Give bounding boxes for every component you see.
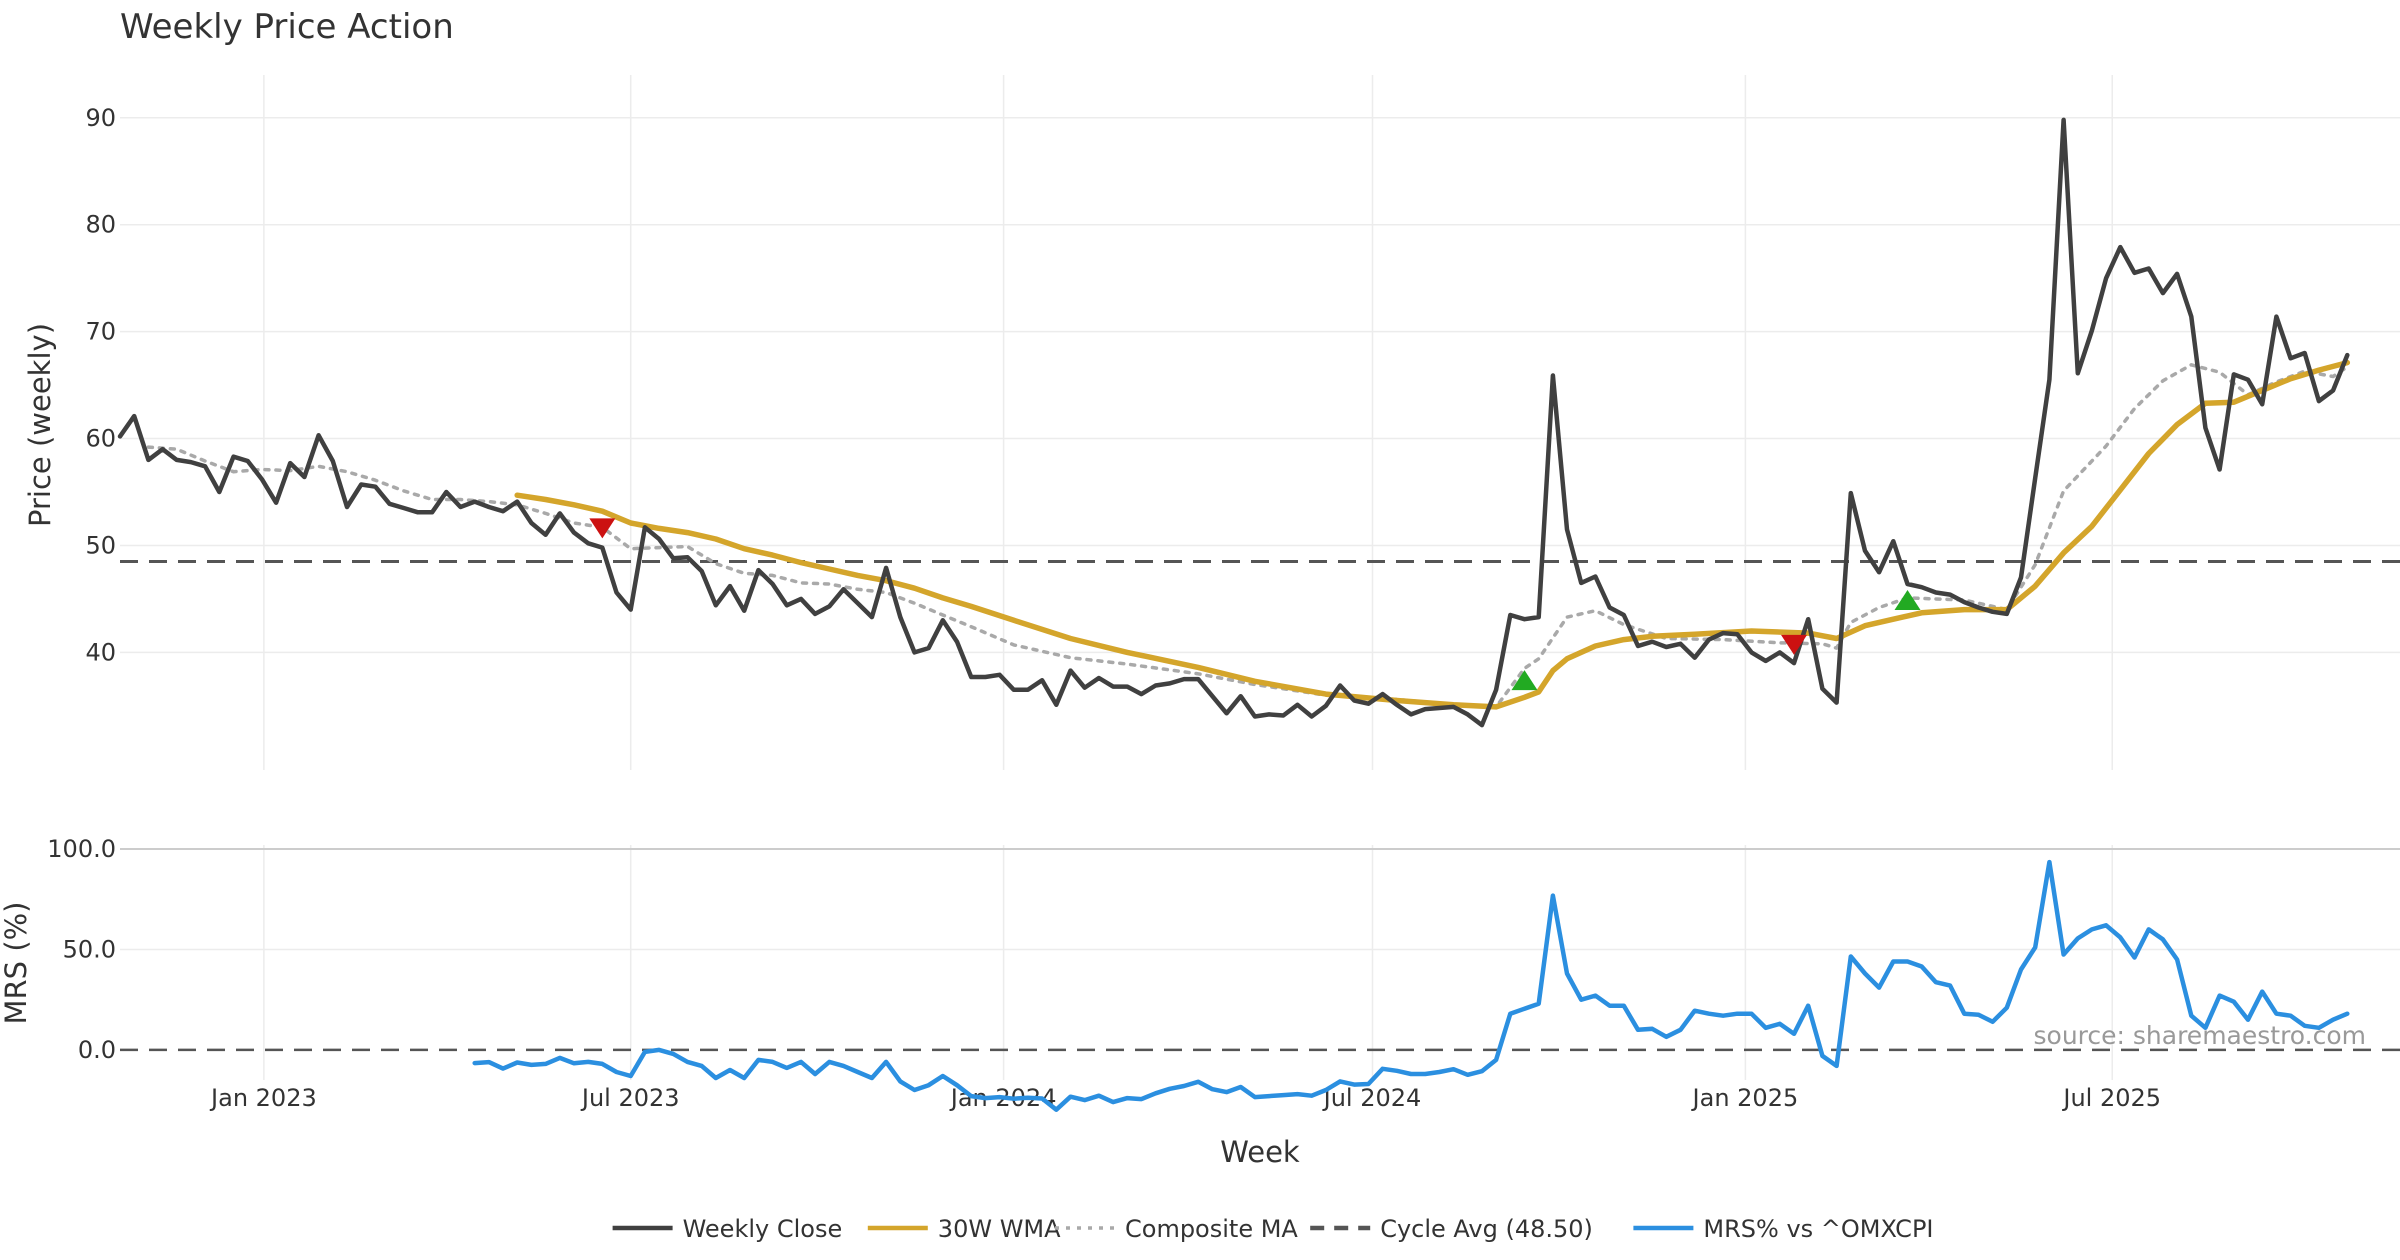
legend-item: Composite MA <box>1055 1215 1298 1243</box>
x-tick-label: Jul 2023 <box>580 1084 680 1112</box>
legend-item: 30W WMA <box>867 1215 1061 1243</box>
mrs-grid <box>120 845 2400 1080</box>
30w-wma-line <box>514 359 2351 710</box>
x-tick-label: Jul 2024 <box>1322 1084 1422 1112</box>
mrs-y-tick-label: 50.0 <box>63 935 116 963</box>
chart-title: Weekly Price Action <box>120 7 454 47</box>
mrs-vs-omxcpi-line <box>472 859 2350 1112</box>
weekly-close-line <box>117 117 2350 728</box>
x-ticks: Jan 2023 Jul 2023 Jan 2024 Jul 2024 Jan 2025… <box>209 1084 2161 1112</box>
price-y-tick-label: 40 <box>85 638 116 666</box>
sell-signal-marker <box>1781 634 1808 655</box>
signal-markers <box>589 518 1921 691</box>
legend-item: Cycle Avg (48.50) <box>1310 1215 1593 1243</box>
price-y-axis-label: Price (weekly) <box>23 323 57 527</box>
source-label: source: sharemaestro.com <box>2034 1021 2367 1050</box>
legend-item: Weekly Close <box>612 1215 843 1243</box>
price-grid <box>120 75 2400 770</box>
legend-item: MRS% vs ^OMXCPI <box>1633 1215 1934 1243</box>
legend-label: MRS% vs ^OMXCPI <box>1703 1215 1933 1243</box>
composite-ma-line <box>146 363 2350 709</box>
sell-signal-marker <box>589 518 616 539</box>
legend-label: Cycle Avg (48.50) <box>1380 1215 1593 1243</box>
price-series-group <box>117 117 2400 728</box>
price-y-tick-label: 50 <box>85 531 116 559</box>
mrs-y-tick-label: 100.0 <box>47 835 116 863</box>
legend-label: Composite MA <box>1125 1215 1298 1243</box>
price-y-tick-label: 70 <box>85 318 116 346</box>
mrs-y-axis-label: MRS (%) <box>0 902 33 1025</box>
mrs-series-group <box>472 859 2350 1112</box>
price-y-tick-label: 90 <box>85 104 116 132</box>
price-y-tick-label: 60 <box>85 425 116 453</box>
buy-signal-marker <box>1511 670 1538 691</box>
price-y-tick-label: 80 <box>85 211 116 239</box>
legend-label: 30W WMA <box>938 1215 1061 1243</box>
mrs-y-ticks: 0.0 50.0 100.0 <box>47 835 116 1064</box>
mrs-y-tick-label: 0.0 <box>78 1036 116 1064</box>
x-tick-label: Jan 2023 <box>209 1084 317 1112</box>
legend: Weekly Close 30W WMA Composite MA Cycle Avg… <box>612 1215 1934 1243</box>
legend-label: Weekly Close <box>683 1215 843 1243</box>
x-tick-label: Jan 2025 <box>1691 1084 1799 1112</box>
price-y-ticks: 40 50 60 70 80 90 <box>85 104 116 667</box>
x-tick-label: Jul 2025 <box>2061 1084 2161 1112</box>
x-axis-label: Week <box>1220 1135 1300 1169</box>
buy-signal-marker <box>1894 589 1921 610</box>
